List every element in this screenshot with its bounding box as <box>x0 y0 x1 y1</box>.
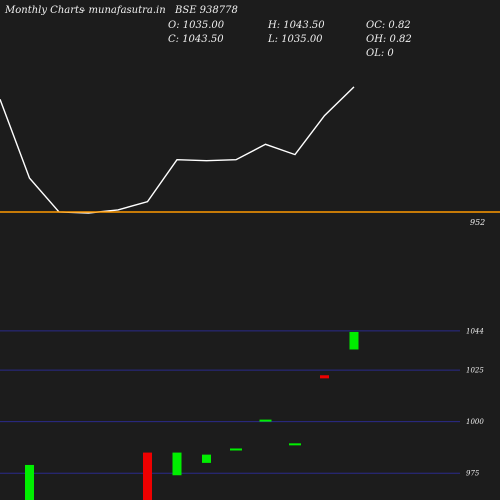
oc-value: OC: 0.82 <box>366 20 411 31</box>
oh-value: OH: 0.82 <box>366 34 412 45</box>
chart-brand: Monthly Charts <box>5 5 85 16</box>
open-value: O: 1035.00 <box>168 20 225 31</box>
price-line <box>0 86 355 214</box>
upper-line-chart: 952 <box>0 86 500 227</box>
candle <box>289 443 301 446</box>
candle <box>320 375 329 379</box>
candle <box>259 419 272 422</box>
reference-level-label: 952 <box>470 218 485 227</box>
tick-label: 1044 <box>466 327 484 335</box>
candle <box>172 452 182 476</box>
tick-label: 1025 <box>466 367 484 375</box>
low-value: L: 1035.00 <box>268 34 323 45</box>
lower-candle-chart: 1044 1025 1000 975 <box>0 327 484 500</box>
ol-value: OL: 0 <box>366 48 394 59</box>
site-name: - munafasutra.in <box>82 5 166 16</box>
symbol-label: BSE 938778 <box>175 5 238 16</box>
high-value: H: 1043.50 <box>268 20 325 31</box>
candle <box>143 452 152 500</box>
candle <box>25 464 34 500</box>
candle <box>230 448 242 451</box>
tick-label: 1000 <box>466 418 484 426</box>
candle <box>202 454 211 463</box>
close-value: C: 1043.50 <box>168 34 224 45</box>
tick-label: 975 <box>466 470 480 478</box>
candle <box>349 331 359 350</box>
